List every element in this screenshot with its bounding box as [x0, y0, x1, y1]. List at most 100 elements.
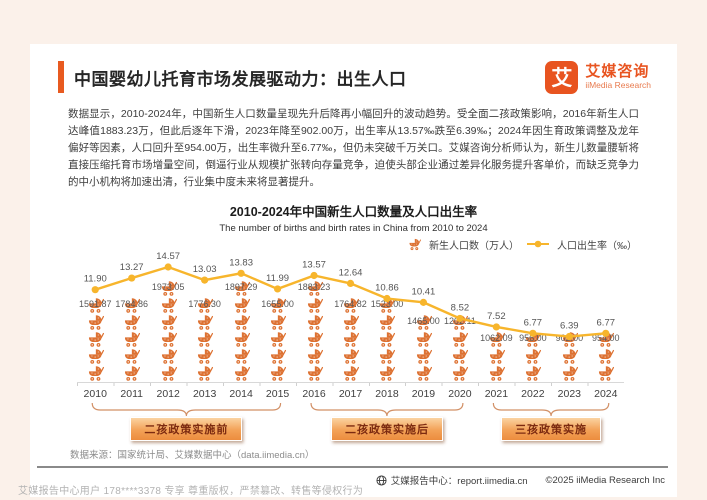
year-label: 2023: [557, 388, 581, 400]
policy-label: 二孩政策实施后: [330, 417, 443, 441]
year-label: 2010: [83, 388, 107, 400]
baby-stroller-icon: [596, 365, 615, 382]
chart-title: 2010-2024年中国新生人口数量及人口出生率: [229, 205, 478, 219]
bar-value-label: 902.00: [555, 333, 584, 343]
baby-stroller-icon: [232, 314, 251, 331]
baby-stroller-icon: [159, 348, 178, 365]
bar-column-2010: 1591.87: [77, 251, 113, 382]
baby-stroller-icon: [232, 365, 251, 382]
baby-stroller-icon: [159, 331, 178, 348]
bar-value-label: 1523.00: [370, 299, 404, 309]
policy-label: 三孩政策实施: [501, 417, 602, 441]
title-accent-bar: [58, 61, 64, 93]
bar-value-label: 1897.29: [224, 282, 258, 292]
year-label: 2021: [484, 388, 509, 400]
legend-line-icon: [527, 240, 549, 248]
logo-mark-icon: 艾: [545, 60, 579, 94]
bar-value-label: 1062.09: [480, 333, 513, 343]
policy-braces: [91, 402, 610, 417]
baby-stroller-icon: [414, 348, 433, 365]
baby-stroller-icon: [86, 348, 105, 365]
report-center-url: 艾媒报告中心：report.iimedia.cn: [390, 476, 528, 487]
baby-stroller-icon: [232, 348, 251, 365]
legend-label-rate: 人口出生率（‰）: [557, 240, 637, 252]
year-label: 2012: [156, 388, 180, 400]
bar-value-label: 954.00: [592, 333, 620, 343]
stroller-pictogram-stack: [195, 297, 214, 382]
baby-stroller-icon: [305, 365, 324, 382]
user-disclaimer: 艾媒报告中心用户 178****3378 专享 尊重版权，严禁篡改、转售等侵权行…: [18, 486, 364, 497]
baby-stroller-icon: [86, 331, 105, 348]
baby-stroller-icon: [560, 348, 579, 365]
baby-stroller-icon: [377, 331, 396, 348]
baby-stroller-icon: [195, 331, 214, 348]
baby-stroller-icon: [414, 331, 433, 348]
chart-legend: 新生人口数（万人） 人口出生率（‰）: [30, 237, 637, 252]
report-center-item: 艾媒报告中心：report.iimedia.cn: [376, 473, 528, 487]
bar-column-2020: 1202.11: [442, 251, 478, 382]
baby-stroller-icon: [377, 314, 396, 331]
bar-value-label: 1465.00: [407, 316, 440, 326]
baby-stroller-icon: [122, 314, 141, 331]
chart-subtitle: The number of births and birth rates in …: [219, 223, 488, 234]
year-label: 2020: [448, 388, 472, 400]
globe-icon: [376, 474, 387, 486]
baby-stroller-icon: [159, 365, 178, 382]
bar-column-2018: 1523.00: [369, 251, 405, 382]
bar-column-2022: 956.00: [515, 251, 551, 382]
baby-stroller-icon: [341, 314, 360, 331]
year-label: 2016: [302, 388, 326, 400]
baby-stroller-icon: [450, 365, 469, 382]
baby-stroller-icon: [596, 348, 615, 365]
copyright-text: ©2025 iiMedia Research Inc: [545, 474, 665, 486]
bar-column-2017: 1764.82: [332, 251, 368, 382]
baby-stroller-icon: [341, 348, 360, 365]
logo-name-cn: 艾媒咨询: [585, 63, 650, 81]
policy-annotations: 二孩政策实施前 二孩政策实施后 三孩政策实施: [77, 417, 624, 441]
iimedia-logo: 艾 艾媒咨询 iiMedia Research: [545, 60, 651, 94]
baby-stroller-icon: [377, 365, 396, 382]
year-label: 2017: [338, 388, 363, 400]
stroller-pictogram-stack: [159, 280, 178, 382]
bar-value-label: 1973.05: [151, 282, 185, 292]
bar-column-2021: 1062.09: [478, 251, 514, 382]
bar-value-label: 1202.11: [443, 316, 476, 326]
bar-column-2011: 1784.86: [113, 251, 149, 382]
baby-stroller-icon: [195, 365, 214, 382]
stroller-pictogram-stack: [86, 297, 105, 382]
x-axis-ticks: [77, 383, 624, 386]
baby-stroller-icon: [195, 348, 214, 365]
baby-stroller-icon: [268, 331, 287, 348]
report-card: 中国婴幼儿托育市场发展驱动力：出生人口 艾 艾媒咨询 iiMedia Resea…: [30, 44, 677, 497]
stroller-pictogram-stack: [377, 297, 396, 382]
baby-stroller-icon: [268, 365, 287, 382]
bar-value-label: 1776.30: [188, 299, 221, 309]
legend-label-births: 新生人口数（万人）: [429, 240, 519, 252]
baby-stroller-icon: [560, 365, 579, 382]
baby-stroller-icon: [122, 365, 141, 382]
chart: 11.90 13.27 14.57 13.03 13.83 11.99 13.57 12.64…: [77, 251, 624, 441]
bar-value-label: 956.00: [519, 333, 547, 343]
baby-stroller-icon: [487, 365, 506, 382]
bar-value-label: 1784.86: [115, 299, 148, 309]
baby-stroller-icon: [159, 297, 178, 314]
year-label: 2014: [229, 388, 253, 400]
analysis-paragraph: 数据显示，2010-2024年，中国新生人口数量呈现先升后降再小幅回升的波动趋势…: [68, 108, 639, 188]
baby-stroller-icon: [305, 348, 324, 365]
baby-stroller-icon: [195, 314, 214, 331]
policy-brace: [91, 402, 282, 417]
bar-column-2015: 1655.00: [259, 251, 295, 382]
baby-stroller-icon: [268, 314, 287, 331]
year-label: 2011: [120, 388, 143, 400]
bar-value-label: 1591.87: [78, 299, 112, 309]
bar-column-2016: 1883.23: [296, 251, 332, 382]
baby-stroller-icon: [122, 348, 141, 365]
baby-stroller-icon: [414, 365, 433, 382]
baby-stroller-icon: [268, 348, 287, 365]
baby-stroller-icon: [159, 314, 178, 331]
baby-stroller-icon: [232, 331, 251, 348]
logo-name-en: iiMedia Research: [585, 79, 651, 90]
policy-brace: [310, 402, 464, 417]
stroller-pictogram-stack: [268, 297, 287, 382]
